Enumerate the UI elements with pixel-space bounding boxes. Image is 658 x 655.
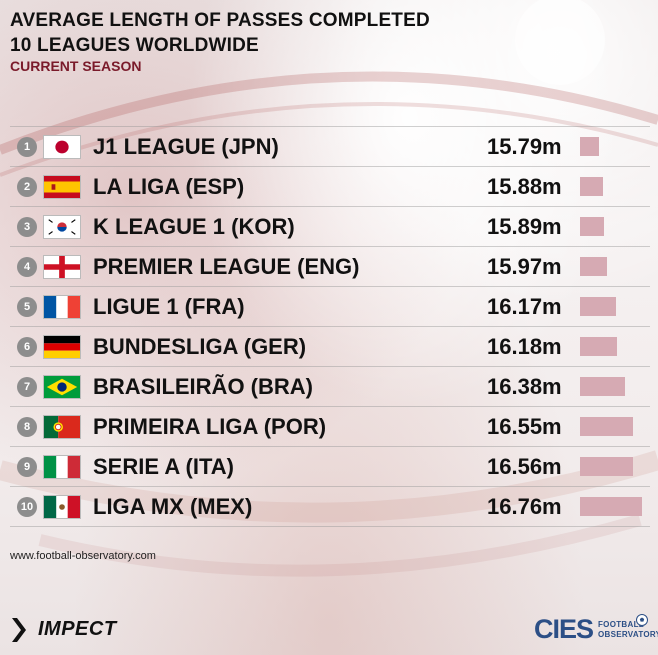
- value-bar: [580, 137, 600, 156]
- value-label: 16.55m: [487, 414, 562, 439]
- ranking-row: 6 BUNDESLIGA (GER) 16.18m: [10, 327, 650, 367]
- value-label: 16.76m: [487, 494, 562, 519]
- england-flag-icon: [43, 255, 81, 279]
- value-bar: [580, 417, 633, 436]
- value-label: 15.79m: [487, 134, 562, 159]
- value-bar: [580, 457, 634, 476]
- ranking-row: 10 LIGA MX (MEX) 16.76m: [10, 487, 650, 527]
- league-name: PREMIER LEAGUE (ENG): [93, 254, 360, 279]
- rank-badge: 2: [17, 177, 37, 197]
- value-label: 15.88m: [487, 174, 562, 199]
- league-name: LA LIGA (ESP): [93, 174, 245, 199]
- ranking-row: 1 J1 LEAGUE (JPN) 15.79m: [10, 126, 650, 167]
- ranking-row: 3 K LEAGUE 1 (KOR) 15.89m: [10, 207, 650, 247]
- value-bar: [580, 377, 626, 396]
- impect-logo-icon: [12, 618, 26, 642]
- ranking-list: 1 J1 LEAGUE (JPN) 15.79m 2 LA LIGA (ESP) 15.8…: [10, 126, 650, 527]
- football-icon: [636, 614, 648, 626]
- cies-logo-text: CIES: [534, 614, 594, 644]
- japan-flag-icon: [43, 135, 81, 159]
- league-name: SERIE A (ITA): [93, 454, 234, 479]
- value-bar: [580, 257, 608, 276]
- ranking-row: 8 PRIMEIRA LIGA (POR) 16.55m: [10, 407, 650, 447]
- rank-badge: 7: [17, 377, 37, 397]
- mexico-flag-icon: [43, 495, 81, 519]
- value-bar: [580, 217, 604, 236]
- rank-badge: 3: [17, 217, 37, 237]
- rank-badge: 8: [17, 417, 37, 437]
- league-name: BRASILEIRÃO (BRA): [93, 374, 313, 399]
- portugal-flag-icon: [43, 415, 81, 439]
- league-name: J1 LEAGUE (JPN): [93, 134, 279, 159]
- league-name: BUNDESLIGA (GER): [93, 334, 307, 359]
- italy-flag-icon: [43, 455, 81, 479]
- ranking-row: 9 SERIE A (ITA) 16.56m: [10, 447, 650, 487]
- france-flag-icon: [43, 295, 81, 319]
- value-bar: [580, 177, 604, 196]
- chart-title: AVERAGE LENGTH OF PASSES COMPLETED: [10, 10, 430, 31]
- value-bar: [580, 297, 617, 316]
- cies-logo: CIES FOOTBALL OBSERVATORY: [534, 612, 658, 648]
- chart-title-line2: 10 LEAGUES WORLDWIDE: [10, 35, 259, 56]
- value-label: 15.97m: [487, 254, 562, 279]
- value-label: 15.89m: [487, 214, 562, 239]
- league-name: PRIMEIRA LIGA (POR): [93, 414, 327, 439]
- value-label: 16.56m: [487, 454, 562, 479]
- south-korea-flag-icon: [43, 215, 81, 239]
- rank-badge: 6: [17, 337, 37, 357]
- ranking-row: 5 LIGUE 1 (FRA) 16.17m: [10, 287, 650, 327]
- rank-badge: 4: [17, 257, 37, 277]
- league-name: K LEAGUE 1 (KOR): [93, 214, 295, 239]
- rank-badge: 1: [17, 137, 37, 157]
- impect-logo-text: IMPECT: [38, 618, 117, 640]
- cies-logo-subtext-2: OBSERVATORY: [598, 630, 658, 639]
- league-name: LIGA MX (MEX): [93, 494, 253, 519]
- rank-badge: 9: [17, 457, 37, 477]
- cies-logo-subtext: FOOTBALL: [598, 620, 644, 629]
- rank-badge: 10: [17, 497, 37, 517]
- germany-flag-icon: [43, 335, 81, 359]
- source-url: www.football-observatory.com: [10, 550, 156, 562]
- brazil-flag-icon: [43, 375, 81, 399]
- value-bar: [580, 497, 642, 516]
- ranking-row: 7 BRASILEIRÃO (BRA) 16.38m: [10, 367, 650, 407]
- value-label: 16.18m: [487, 334, 562, 359]
- spain-flag-icon: [43, 175, 81, 199]
- ranking-row: 2 LA LIGA (ESP) 15.88m: [10, 167, 650, 207]
- league-name: LIGUE 1 (FRA): [93, 294, 245, 319]
- value-label: 16.38m: [487, 374, 562, 399]
- impect-logo: IMPECT: [8, 616, 178, 644]
- value-bar: [580, 337, 617, 356]
- rank-badge: 5: [17, 297, 37, 317]
- chart-subtitle: CURRENT SEASON: [10, 58, 142, 74]
- ranking-row: 4 PREMIER LEAGUE (ENG) 15.97m: [10, 247, 650, 287]
- value-label: 16.17m: [487, 294, 562, 319]
